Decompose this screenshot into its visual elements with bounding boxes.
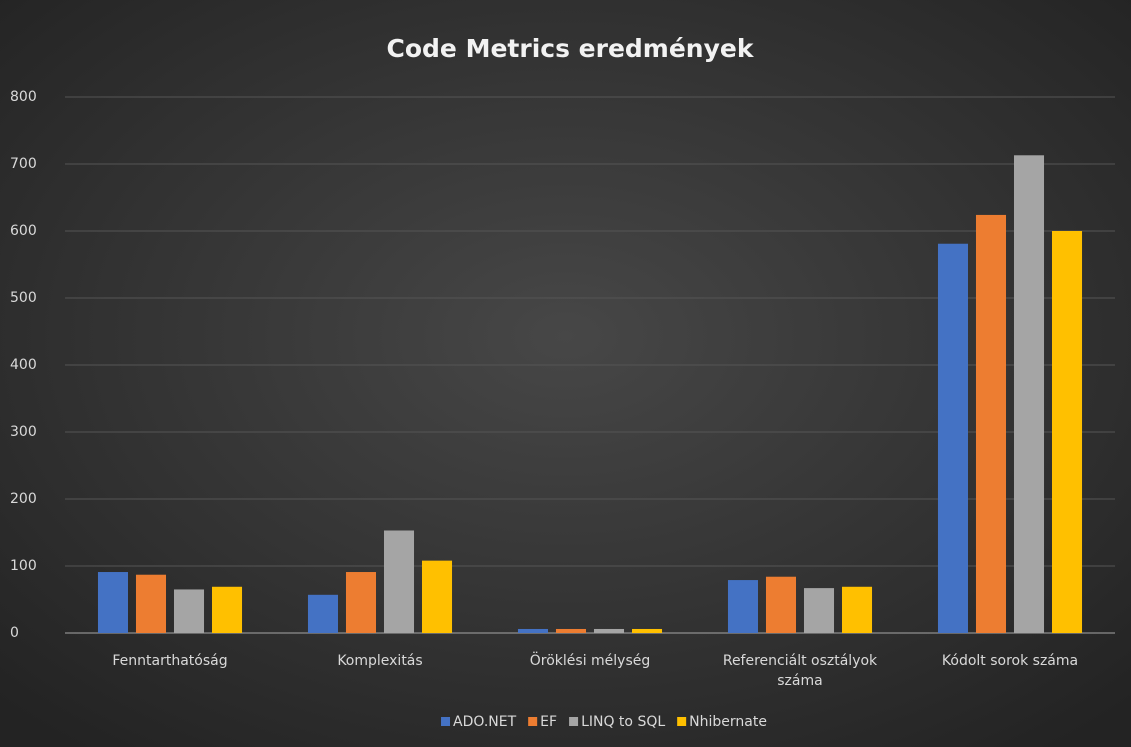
y-tick-label: 700 <box>10 156 37 172</box>
bar <box>173 589 205 633</box>
y-tick-label: 300 <box>10 424 37 440</box>
bar <box>975 214 1007 634</box>
legend-label: Nhibernate <box>689 714 767 730</box>
bar <box>593 628 625 633</box>
legend-swatch <box>441 717 451 726</box>
bar <box>135 574 167 633</box>
x-tick-label: Kódolt sorok száma <box>942 653 1078 669</box>
x-tick-label: Öröklési mélység <box>530 651 651 669</box>
bar <box>97 572 128 633</box>
y-tick-label: 500 <box>10 290 37 306</box>
bar <box>632 628 663 633</box>
bar <box>422 560 453 633</box>
bar <box>842 586 873 633</box>
bar <box>383 530 415 633</box>
bar <box>1013 155 1045 634</box>
y-tick-label: 400 <box>10 357 37 373</box>
legend-label: ADO.NET <box>453 714 517 730</box>
legend-swatch <box>569 717 579 726</box>
y-tick-label: 100 <box>10 558 37 574</box>
legend-swatch <box>677 717 687 726</box>
y-tick-label: 600 <box>10 223 37 239</box>
x-tick-label: Komplexitás <box>337 653 422 669</box>
bar <box>307 594 338 633</box>
legend-label: LINQ to SQL <box>581 714 665 730</box>
bar <box>803 588 835 633</box>
x-tick-label: Referenciált osztályok száma <box>723 653 878 689</box>
y-tick-label: 200 <box>10 491 37 507</box>
bar <box>1052 231 1083 633</box>
bar <box>212 586 243 633</box>
bar <box>555 628 587 633</box>
bar <box>517 628 548 633</box>
x-tick-label: Fenntarthatóság <box>112 653 227 669</box>
legend-swatch <box>528 717 538 726</box>
bar <box>345 572 377 633</box>
bar <box>727 580 758 633</box>
y-tick-label: 0 <box>10 625 19 641</box>
bar <box>937 243 968 634</box>
bar <box>765 576 797 633</box>
legend-label: EF <box>540 714 557 730</box>
chart-title: Code Metrics eredmények <box>387 34 755 63</box>
y-tick-label: 800 <box>10 89 37 105</box>
